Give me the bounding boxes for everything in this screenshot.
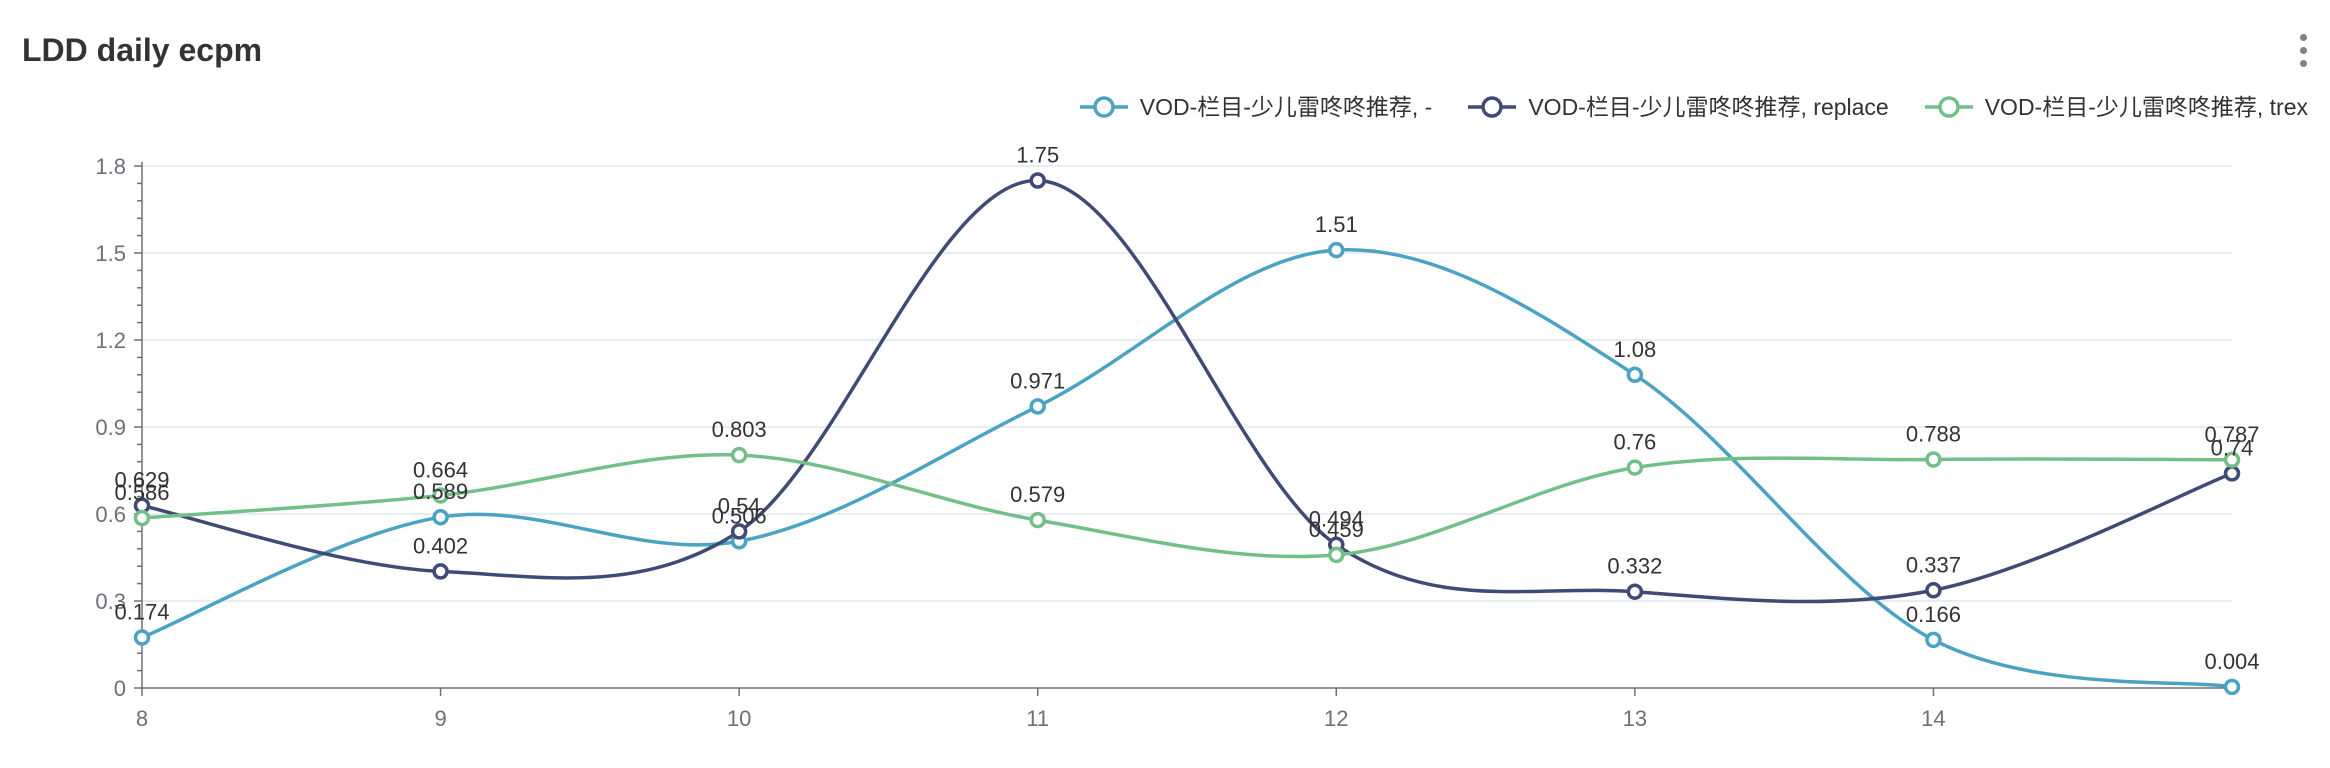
data-label: 1.08 — [1613, 337, 1656, 362]
data-label: 0.788 — [1906, 421, 1961, 446]
x-tick-label: 14 — [1921, 706, 1945, 731]
data-point[interactable] — [1328, 546, 1345, 564]
data-point[interactable] — [1925, 582, 1942, 599]
legend-swatch-icon — [1924, 96, 1973, 118]
data-label: 0.166 — [1906, 602, 1961, 627]
data-label: 0.586 — [114, 480, 169, 505]
vertical-ellipsis-icon — [2299, 33, 2307, 41]
data-point[interactable] — [133, 629, 151, 646]
data-point[interactable] — [1925, 451, 1942, 468]
data-label: 0.494 — [1309, 507, 1364, 532]
vertical-ellipsis-icon — [2299, 59, 2307, 67]
data-label: 0.337 — [1906, 552, 1961, 577]
data-point[interactable] — [133, 509, 151, 527]
data-point[interactable] — [1029, 398, 1046, 415]
y-tick-label: 1.5 — [95, 241, 126, 266]
data-label: 0.971 — [1010, 368, 1065, 393]
data-point[interactable] — [432, 508, 449, 526]
x-tick-label: 12 — [1324, 706, 1348, 731]
data-label: 0.004 — [2204, 649, 2259, 674]
data-point[interactable] — [730, 523, 748, 540]
data-label: 0.402 — [413, 533, 468, 558]
chart-legend: VOD-栏目-少儿雷咚咚推荐, - VOD-栏目-少儿雷咚咚推荐, replace… — [1078, 94, 2308, 120]
data-label: 0.74 — [2211, 435, 2254, 460]
legend-swatch-icon — [1468, 96, 1517, 118]
data-point[interactable] — [2223, 678, 2241, 696]
data-point[interactable] — [2223, 465, 2241, 482]
legend-swatch-icon — [1079, 96, 1128, 118]
data-label: 0.459 — [1309, 517, 1364, 542]
series-line-2 — [140, 178, 2234, 604]
more-options-button[interactable] — [2292, 30, 2314, 70]
data-label: 0.54 — [718, 493, 761, 518]
data-point[interactable] — [1925, 631, 1942, 649]
data-point[interactable] — [432, 563, 449, 580]
legend-item-series-1[interactable]: VOD-栏目-少儿雷咚咚推荐, - — [1078, 94, 1433, 120]
data-label: 0.787 — [2204, 422, 2259, 447]
data-point[interactable] — [1626, 583, 1644, 600]
series-line-3 — [140, 453, 2234, 559]
y-tick-label: 1.8 — [95, 154, 126, 179]
data-point[interactable] — [2223, 451, 2241, 469]
x-tick-label: 13 — [1623, 706, 1647, 731]
data-point[interactable] — [1626, 459, 1644, 476]
data-label: 1.51 — [1315, 212, 1358, 237]
series-line-1 — [140, 248, 2234, 689]
legend-item-series-3[interactable]: VOD-栏目-少儿雷咚咚推荐, trex — [1923, 94, 2308, 120]
x-tick-label: 11 — [1026, 706, 1049, 731]
legend-label: VOD-栏目-少儿雷咚咚推荐, trex — [1984, 94, 2308, 120]
data-label: 0.76 — [1613, 430, 1656, 455]
data-label: 0.174 — [114, 600, 169, 625]
y-tick-label: 0.9 — [95, 415, 126, 440]
data-label: 0.664 — [413, 457, 468, 482]
data-point[interactable] — [432, 487, 449, 504]
data-label: 0.803 — [712, 417, 767, 442]
data-point[interactable] — [1626, 366, 1644, 384]
data-label: 1.75 — [1016, 143, 1059, 168]
y-tick-label: 0.3 — [95, 589, 126, 614]
data-point[interactable] — [1328, 241, 1345, 259]
y-tick-label: 0.6 — [95, 502, 126, 527]
vertical-ellipsis-icon — [2299, 46, 2307, 54]
legend-label: VOD-栏目-少儿雷咚咚推荐, - — [1139, 94, 1433, 120]
x-tick-label: 10 — [727, 706, 751, 731]
data-label: 0.579 — [1010, 482, 1065, 507]
chart-title: LDD daily ecpm — [22, 32, 263, 68]
data-point[interactable] — [1029, 511, 1046, 529]
data-point[interactable] — [1029, 172, 1046, 189]
data-label: 0.629 — [114, 468, 169, 493]
y-tick-label: 0 — [114, 676, 126, 701]
legend-item-series-2[interactable]: VOD-栏目-少儿雷咚咚推荐, replace — [1466, 94, 1889, 120]
data-label: 0.506 — [712, 503, 767, 528]
data-point[interactable] — [730, 446, 748, 464]
x-tick-label: 8 — [136, 706, 148, 731]
y-tick-label: 1.2 — [95, 328, 126, 353]
legend-label: VOD-栏目-少儿雷咚咚推荐, replace — [1528, 94, 1889, 120]
data-label: 0.589 — [413, 479, 468, 504]
x-tick-label: 9 — [434, 706, 446, 731]
data-label: 0.332 — [1607, 554, 1662, 579]
